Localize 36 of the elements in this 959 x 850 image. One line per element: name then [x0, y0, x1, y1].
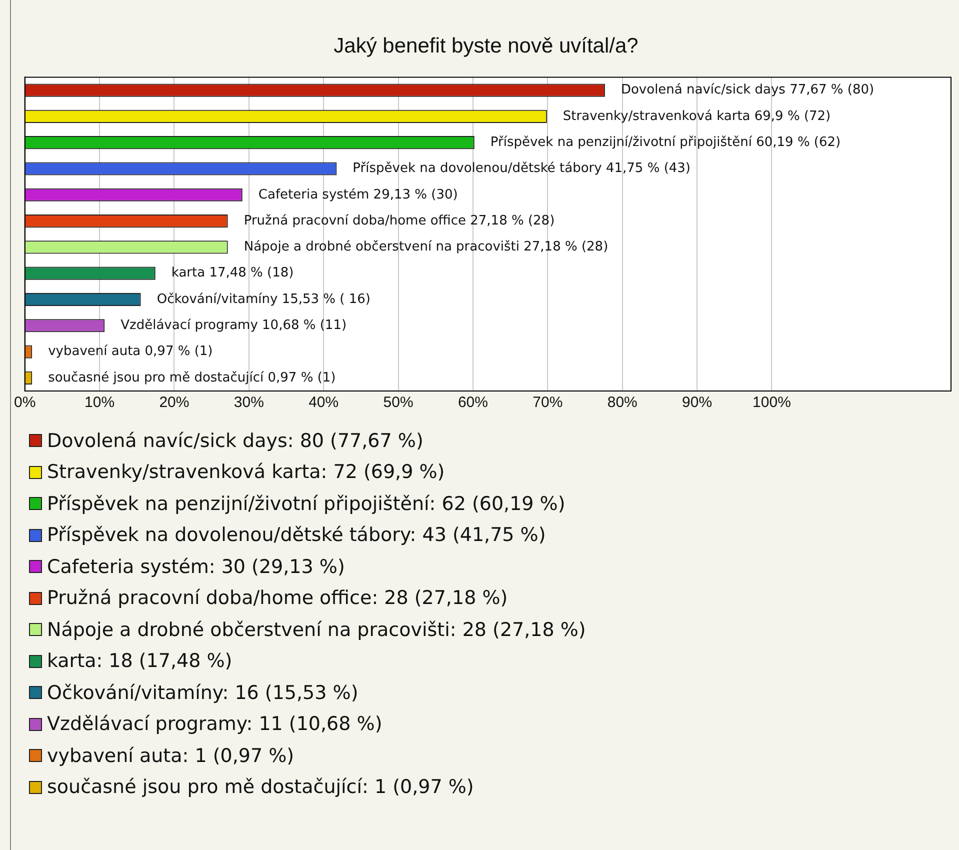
text: karta: 18 (17,48 %) — [46, 649, 234, 674]
x-tick-label: 30% — [234, 394, 264, 412]
text: Příspěvek na dovolenou/dětské tábory: 43 (41,75 %) — [46, 523, 547, 548]
x-tick-label: 50% — [383, 394, 414, 412]
x-tick-label: 20% — [159, 394, 190, 412]
x-tick-label: 0% — [14, 394, 36, 412]
category-label: Vzdělávací programy 10,68 % (11) — [120, 318, 347, 333]
text: Vzdělávací programy: 11 (10,68 %) — [46, 712, 384, 738]
category-label: Nápoje a drobné občerstvení na pracovišti 27,18 % (28) — [244, 240, 608, 255]
category-label: karta 17,48 % (18) — [171, 266, 294, 281]
category-label: Pružná pracovní doba/home office 27,18 % (28) — [244, 213, 555, 228]
category-label: současné jsou pro mě dostačující 0,97 % (1) — [48, 370, 336, 386]
x-tick-label: 80% — [607, 394, 638, 412]
text: Nápoje a drobné občerstvení na pracovišti: 28 (27,18 %) — [46, 618, 586, 643]
text: Příspěvek na penzijní/životní připojištění: 62 (60,19 %) — [46, 492, 566, 517]
text: Pružná pracovní doba/home office: 28 (27,18 %) — [46, 586, 509, 612]
x-tick-label: 100% — [752, 394, 791, 412]
text: Očkování/vitamíny: 16 (15,53 %) — [46, 680, 360, 706]
category-label: Příspěvek na dovolenou/dětské tábory 41,75 % (43) — [352, 161, 691, 176]
category-label: Očkování/vitamíny 15,53 % ( 16) — [156, 292, 370, 307]
text: Cafeteria systém: 30 (29,13 %) — [46, 554, 346, 580]
text: vybavení auta: 1 (0,97 %) — [46, 744, 296, 769]
text: Dovolená navíc/sick days: 80 (77,67 %) — [46, 428, 424, 454]
x-tick-label: 40% — [308, 394, 339, 412]
x-tick-label: 90% — [682, 394, 712, 412]
x-tick-label: 60% — [458, 394, 488, 412]
category-label: vybavení auta 0,97 % (1) — [48, 344, 213, 360]
text: současné jsou pro mě dostačující: 1 (0,97 %) — [46, 775, 475, 800]
x-tick-label: 70% — [532, 394, 563, 412]
category-label: Stravenky/stravenková karta 69,9 % (72) — [562, 108, 831, 124]
chart-title: Jaký benefit byste nově uvítal/a? — [334, 34, 638, 58]
x-tick-label: 10% — [84, 394, 115, 412]
category-label: Příspěvek na penzijní/životní připojištění 60,19 % (62) — [490, 134, 841, 150]
category-label: Dovolená navíc/sick days 77,67 % (80) — [620, 82, 874, 98]
category-label: Cafeteria systém 29,13 % (30) — [258, 187, 458, 202]
text: Stravenky/stravenková karta: 72 (69,9 %) — [46, 460, 446, 486]
